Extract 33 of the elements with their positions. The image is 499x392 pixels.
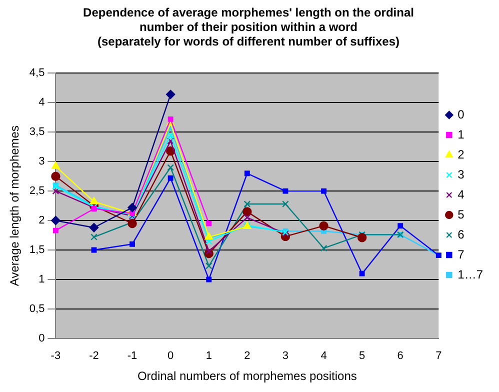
y-tick-label: 2,5 (29, 185, 45, 198)
legend-label: 7 (458, 247, 465, 262)
legend-label: 1 (458, 127, 465, 142)
x-tick-label: -3 (50, 350, 61, 362)
legend-label: 4 (458, 187, 465, 202)
legend-label: 0 (458, 107, 465, 122)
x-tick-label: 4 (320, 350, 327, 362)
legend-label: 5 (458, 207, 465, 222)
legend-label: 3 (458, 167, 465, 182)
y-tick-label: 0 (38, 332, 45, 344)
y-tick-label: 3 (38, 156, 45, 168)
x-tick-label: 0 (168, 350, 174, 362)
y-tick-label: 3,5 (29, 126, 45, 138)
y-tick-label: 4,5 (29, 67, 45, 80)
x-axis-title: Ordinal numbers of morphemes positions (137, 369, 357, 384)
x-tick-label: 3 (282, 350, 289, 362)
legend-label: 2 (458, 147, 465, 162)
y-tick-label: 1,5 (29, 244, 45, 256)
x-tick-label: 7 (436, 350, 442, 362)
x-tick-label: 2 (244, 350, 250, 362)
chart-title: Dependence of average morphemes' length on the ordinal number of their position within a word (separately for words of different number of suffixes) (83, 6, 414, 48)
y-axis-title: Average length of morphemes (8, 126, 22, 286)
legend-label: 1…7 (458, 267, 484, 282)
y-tick-label: 1 (38, 274, 45, 286)
x-tick-label: -1 (127, 350, 138, 362)
legend-label: 6 (458, 227, 465, 242)
x-tick-label: 1 (206, 350, 212, 362)
x-tick-label: 5 (359, 350, 366, 362)
y-tick-label: 0,5 (29, 302, 45, 315)
x-tick-label: 6 (397, 350, 404, 362)
y-tick-label: 2 (38, 214, 45, 227)
y-tick-label: 4 (38, 96, 45, 109)
x-tick-label: -2 (89, 350, 99, 362)
